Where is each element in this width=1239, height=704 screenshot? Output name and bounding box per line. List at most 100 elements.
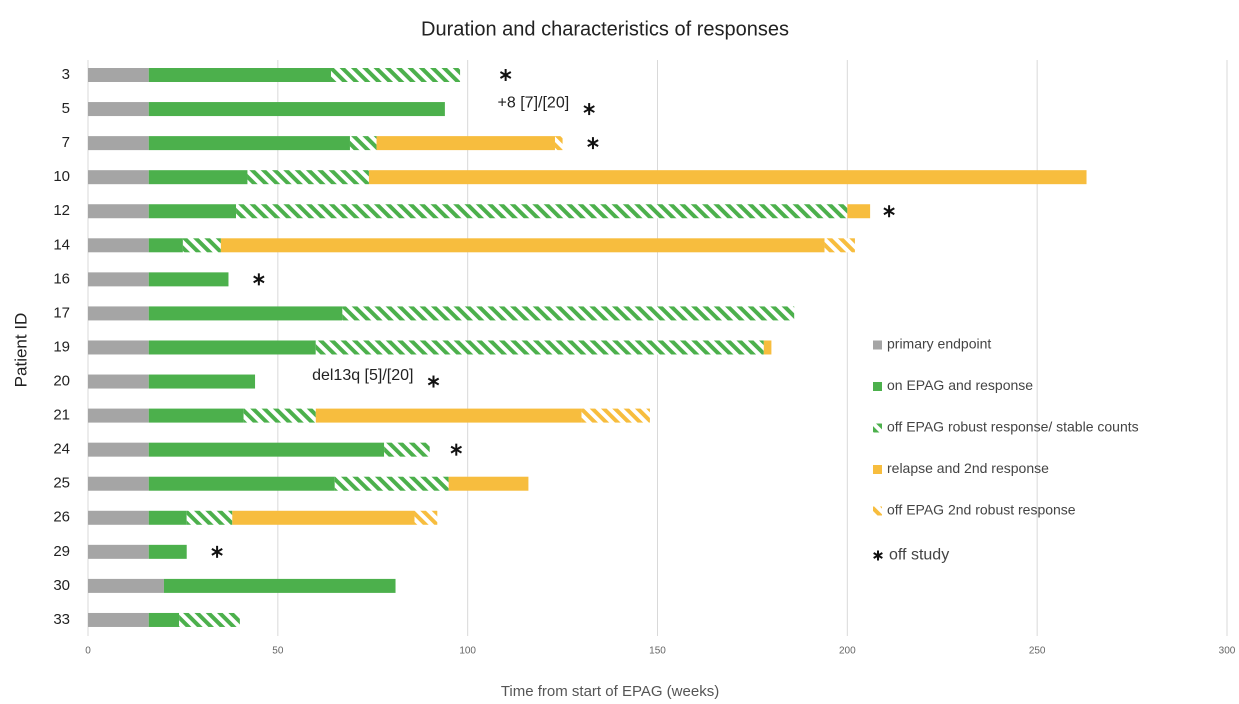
bar-segment bbox=[88, 272, 149, 287]
bar-segment bbox=[247, 170, 369, 185]
legend-swatch bbox=[873, 423, 882, 433]
y-tick-label: 12 bbox=[53, 202, 70, 219]
bar-segment bbox=[148, 136, 350, 151]
off-study-marker bbox=[450, 443, 462, 456]
bar-segment bbox=[163, 578, 396, 593]
bar-segment bbox=[334, 476, 449, 491]
bar-segment bbox=[88, 340, 149, 355]
legend-label: on EPAG and response bbox=[887, 377, 1033, 393]
y-tick-label: 21 bbox=[53, 407, 70, 424]
bar-segment bbox=[315, 408, 582, 423]
y-tick-label: 5 bbox=[62, 100, 70, 117]
legend-swatch bbox=[873, 382, 882, 391]
x-tick-label: 150 bbox=[649, 646, 666, 657]
bar-segment bbox=[148, 408, 244, 423]
bar-segment bbox=[232, 510, 415, 525]
legend-label: off EPAG robust response/ stable counts bbox=[887, 419, 1139, 435]
x-tick-label: 0 bbox=[85, 646, 91, 657]
y-tick-label: 17 bbox=[53, 304, 70, 321]
bar-segment bbox=[88, 306, 149, 321]
bar-segment bbox=[88, 204, 149, 219]
off-study-marker bbox=[211, 545, 223, 558]
bar-segment bbox=[581, 408, 650, 423]
bar-segment bbox=[368, 170, 1087, 185]
bar-segment bbox=[448, 476, 529, 491]
bar-segment bbox=[88, 170, 149, 185]
y-tick-label: 14 bbox=[53, 236, 70, 253]
legend-swatch bbox=[873, 506, 882, 516]
bar-segment bbox=[148, 340, 316, 355]
bar-segment bbox=[824, 238, 855, 253]
bar-segment bbox=[349, 136, 377, 151]
bar-segment bbox=[88, 408, 149, 423]
bar-segment bbox=[376, 136, 555, 151]
bar-segment bbox=[148, 204, 237, 219]
bar-segment bbox=[243, 408, 316, 423]
y-tick-label: 33 bbox=[53, 611, 70, 628]
off-study-marker bbox=[253, 273, 265, 286]
bar-segment bbox=[414, 510, 438, 525]
bar-segment bbox=[236, 204, 848, 219]
off-study-marker bbox=[499, 69, 512, 81]
x-tick-label: 100 bbox=[459, 646, 476, 657]
bar-segment bbox=[88, 612, 149, 627]
off-study-marker bbox=[587, 137, 599, 150]
bar-segment bbox=[315, 340, 764, 355]
y-tick-label: 10 bbox=[53, 168, 70, 185]
y-tick-label: 19 bbox=[53, 338, 70, 355]
bar-segment bbox=[148, 272, 229, 287]
off-study-marker bbox=[583, 103, 595, 116]
bar-segment bbox=[148, 238, 183, 253]
annotation: +8 [7]/[20] bbox=[498, 94, 570, 111]
x-tick-label: 300 bbox=[1219, 646, 1236, 657]
off-study-marker bbox=[427, 375, 440, 388]
bar-segment bbox=[148, 306, 343, 321]
bar-segment bbox=[88, 442, 149, 457]
bar-segment bbox=[148, 510, 187, 525]
bar-segment bbox=[88, 544, 149, 559]
bar-segment bbox=[88, 238, 149, 253]
bar-segment bbox=[330, 68, 461, 82]
bar-segment bbox=[148, 68, 331, 82]
bar-segment bbox=[88, 68, 149, 82]
y-axis-title: Patient ID bbox=[11, 313, 30, 388]
legend-label: off EPAG 2nd robust response bbox=[887, 502, 1076, 518]
x-tick-label: 250 bbox=[1029, 646, 1046, 657]
legend-label: off study bbox=[889, 547, 949, 564]
bar-segment bbox=[148, 374, 256, 389]
bar-segment bbox=[148, 170, 248, 185]
legend-label: primary endpoint bbox=[887, 336, 991, 352]
bar-segment bbox=[88, 102, 149, 117]
bar-segment bbox=[148, 612, 180, 627]
y-tick-label: 24 bbox=[53, 441, 70, 458]
bar-segment bbox=[342, 306, 795, 321]
x-tick-label: 50 bbox=[272, 646, 284, 657]
bar-segment bbox=[88, 374, 149, 389]
legend-label: relapse and 2nd response bbox=[887, 460, 1049, 476]
bar-segment bbox=[847, 204, 871, 219]
bar-segment bbox=[148, 544, 187, 559]
y-tick-label: 26 bbox=[53, 509, 70, 526]
y-tick-label: 30 bbox=[53, 577, 70, 594]
bar-segment bbox=[88, 578, 164, 593]
bar-segment bbox=[88, 136, 149, 151]
bar-segment bbox=[182, 238, 221, 253]
legend-swatch bbox=[873, 340, 882, 350]
bar-segment bbox=[148, 476, 335, 491]
bar-segment bbox=[384, 442, 430, 457]
bar-segment bbox=[186, 510, 233, 525]
bar-segment bbox=[88, 476, 149, 491]
bar-segment bbox=[554, 136, 563, 151]
bar-segment bbox=[763, 340, 772, 355]
x-tick-label: 200 bbox=[839, 646, 856, 657]
annotation: del13q [5]/[20] bbox=[312, 367, 413, 384]
off-study-marker bbox=[883, 205, 895, 218]
legend-swatch bbox=[873, 465, 882, 474]
chart-title: Duration and characteristics of response… bbox=[421, 18, 789, 40]
y-tick-label: 25 bbox=[53, 475, 70, 492]
y-tick-label: 29 bbox=[53, 543, 70, 560]
y-tick-label: 7 bbox=[62, 134, 70, 151]
bar-segment bbox=[148, 442, 385, 457]
bar-segment bbox=[148, 102, 445, 117]
